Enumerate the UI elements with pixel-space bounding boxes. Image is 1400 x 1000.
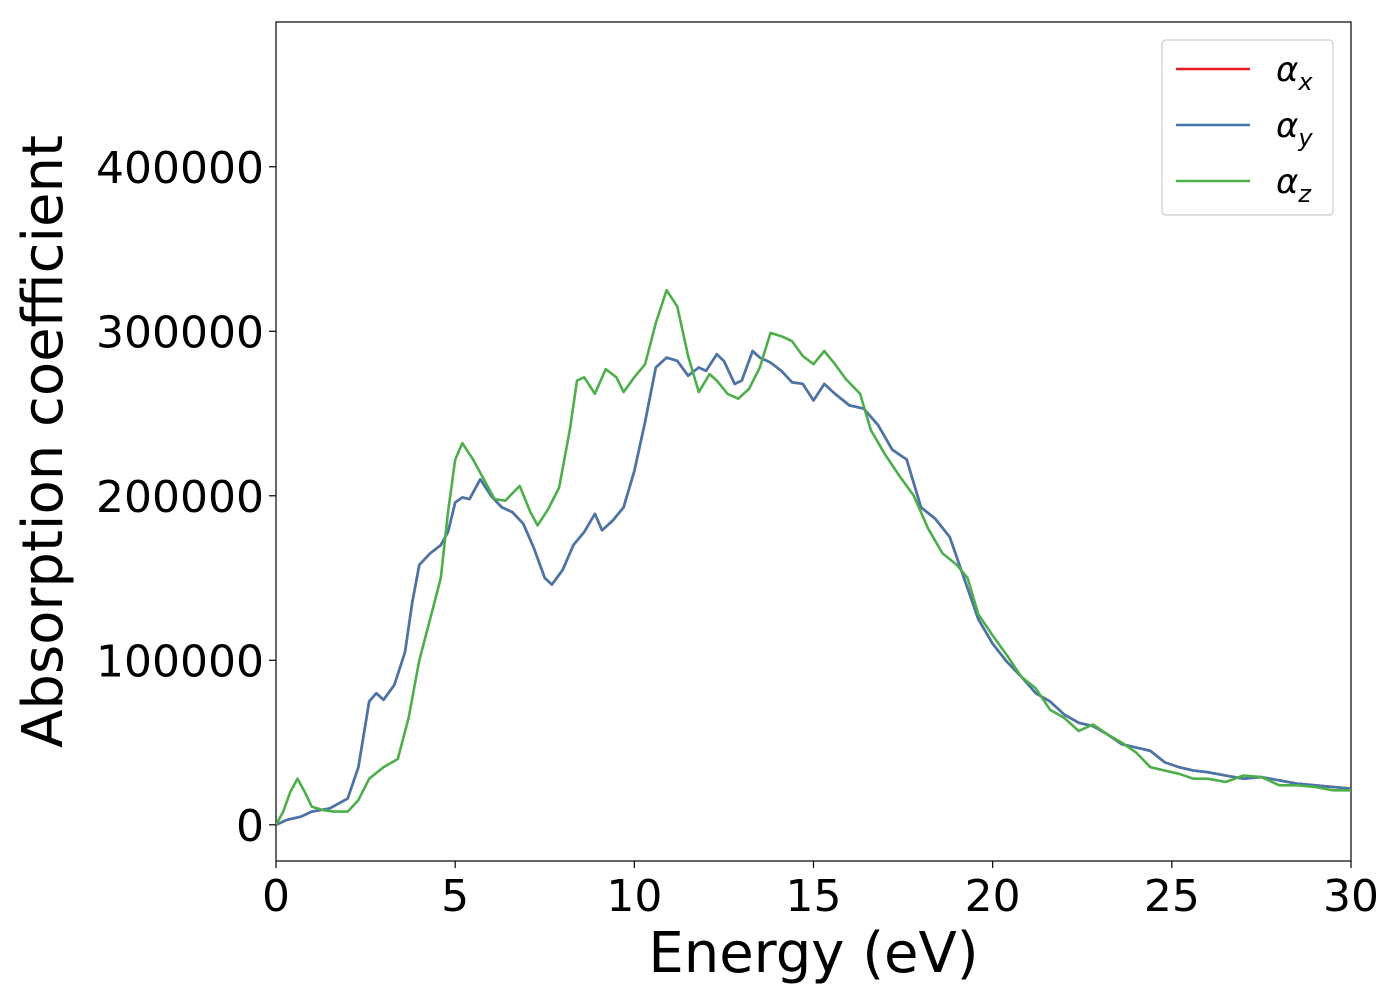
- x-tick-label: 10: [606, 871, 662, 922]
- x-tick-label: 20: [965, 871, 1021, 922]
- y-axis-ticks: 0 100000 200000 300000 400000: [96, 143, 276, 852]
- legend: αx αy αz: [1161, 39, 1334, 216]
- legend-box: [1161, 39, 1334, 216]
- series-layer: [276, 288, 1351, 826]
- legend-label: αx: [1276, 50, 1313, 96]
- x-axis-label: Energy (eV): [648, 921, 978, 986]
- x-tick-label: 0: [262, 871, 290, 922]
- y-tick-label: 100000: [96, 636, 264, 687]
- x-tick-label: 5: [441, 871, 469, 922]
- legend-label: αz: [1276, 162, 1312, 208]
- series-line-z: [276, 288, 1351, 826]
- x-tick-label: 30: [1323, 871, 1379, 922]
- legend-label: αy: [1276, 106, 1313, 152]
- y-tick-label: 300000: [96, 307, 264, 358]
- y-tick-label: 0: [236, 801, 264, 852]
- x-tick-label: 25: [1144, 871, 1200, 922]
- x-tick-label: 15: [786, 871, 842, 922]
- legend-item-x: αx: [1176, 50, 1313, 96]
- x-axis-ticks: 0 5 10 15 20 25 30: [262, 861, 1379, 922]
- legend-item-z: αz: [1176, 162, 1312, 208]
- legend-item-y: αy: [1176, 106, 1313, 152]
- y-tick-label: 200000: [96, 472, 264, 523]
- y-axis-label: Absorption coefficient: [11, 135, 76, 748]
- y-tick-label: 400000: [96, 143, 264, 194]
